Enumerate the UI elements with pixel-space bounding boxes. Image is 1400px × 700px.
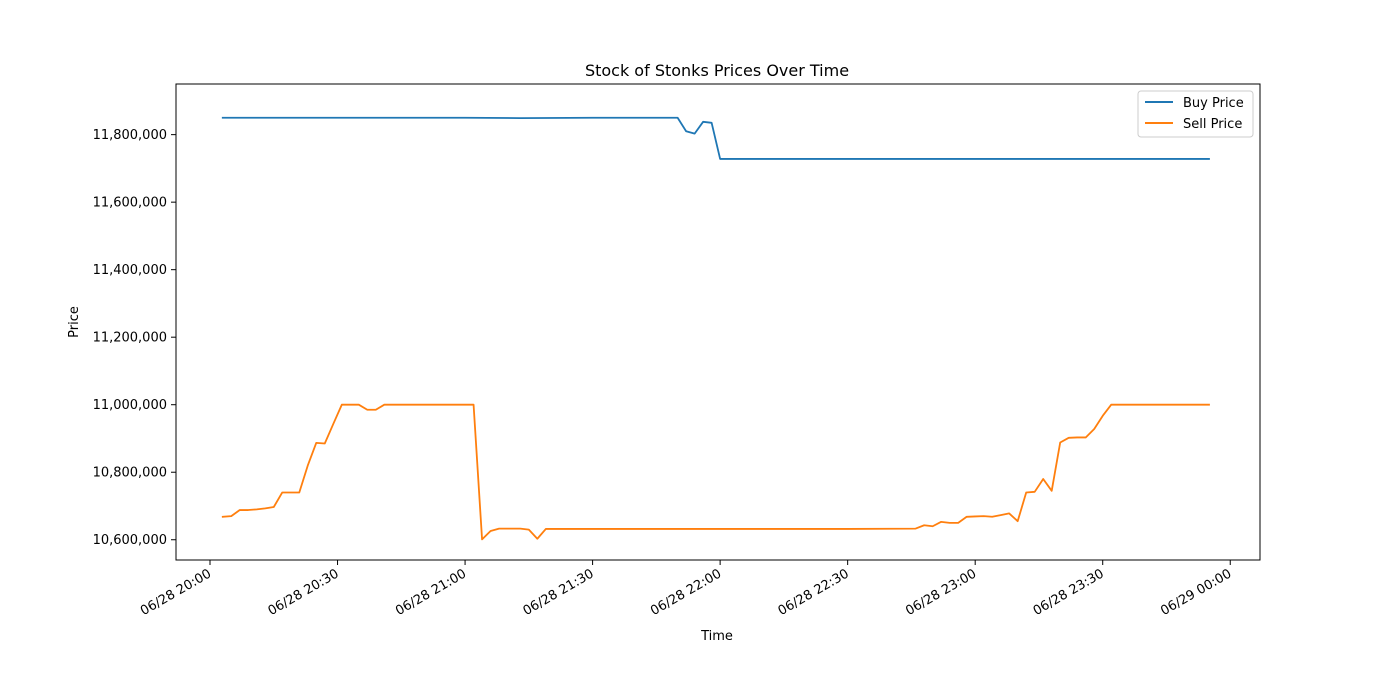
y-tick-label: 11,400,000 (93, 263, 167, 278)
plot-area-frame (175, 83, 1261, 561)
legend-label-buy-price: Buy Price (1183, 96, 1244, 111)
y-tick-label: 11,200,000 (93, 331, 167, 346)
y-tick-label: 10,600,000 (93, 533, 167, 548)
legend-label-sell-price: Sell Price (1183, 117, 1242, 132)
y-tick-label: 11,600,000 (93, 196, 167, 211)
y-axis: 10,600,000 10,800,000 11,000,000 11,200,000… (93, 128, 176, 548)
y-axis-label: Price (67, 306, 82, 338)
y-tick-label: 11,800,000 (93, 128, 167, 143)
series-layer (221, 116, 1210, 541)
y-tick-label: 10,800,000 (93, 466, 167, 481)
series-line-buy-price (221, 116, 1210, 160)
legend: Buy Price Sell Price (1137, 90, 1254, 138)
x-axis-label: Time (700, 629, 733, 644)
series-line-sell-price (221, 403, 1210, 541)
y-tick-label: 11,000,000 (93, 398, 167, 413)
chart-title: Stock of Stonks Prices Over Time (585, 61, 849, 80)
